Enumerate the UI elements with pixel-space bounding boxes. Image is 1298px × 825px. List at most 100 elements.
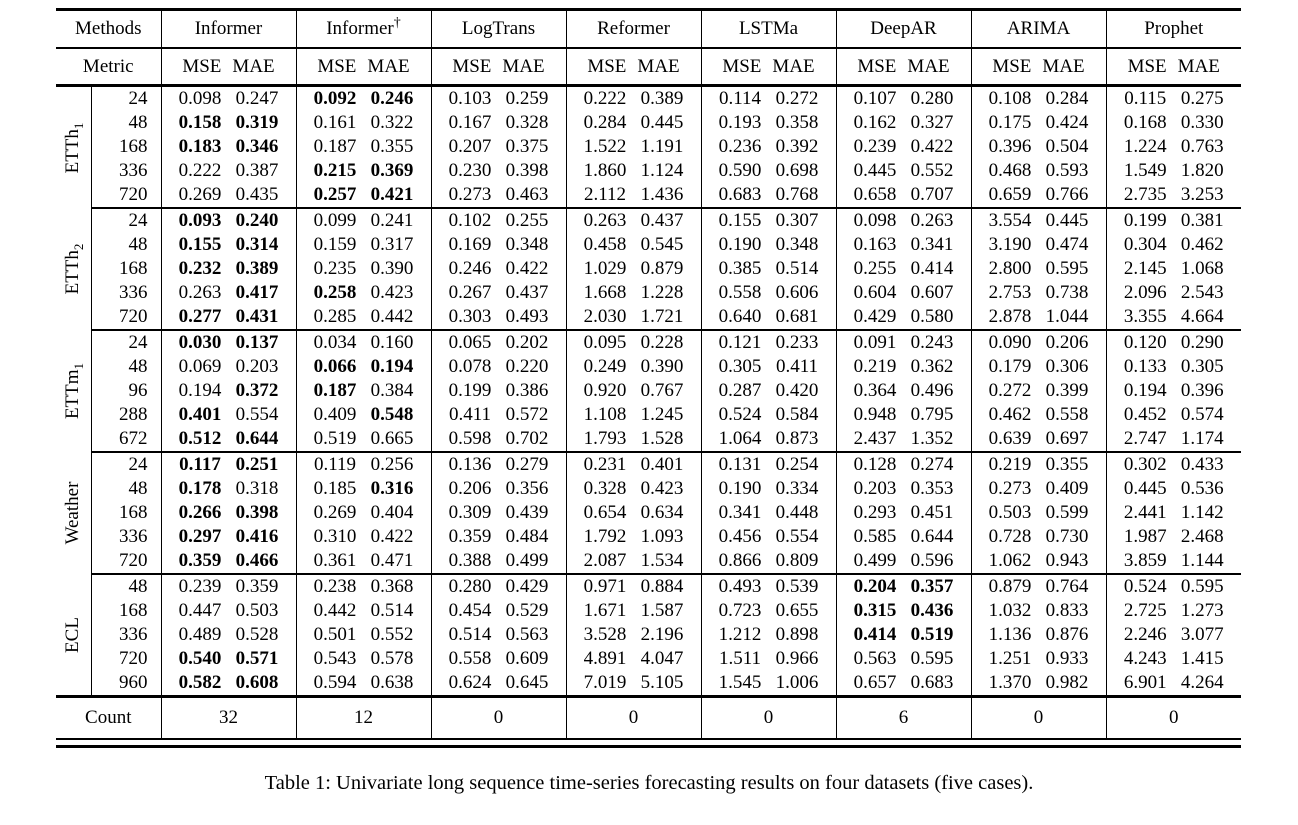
metric-values-cell: 0.594 0.638: [295, 671, 431, 698]
mse-mae-pair: 0.232 0.389: [162, 258, 296, 280]
table-caption: Table 1: Univariate long sequence time-s…: [264, 772, 1034, 794]
mse-value: 1.987: [1123, 526, 1167, 547]
mae-value: 1.415: [1180, 648, 1224, 669]
mse-value: 0.236: [718, 136, 762, 157]
mse-mae-pair: 1.136 0.876: [972, 624, 1106, 646]
mse-value: 0.131: [718, 454, 762, 475]
mse-value: 2.878: [988, 306, 1032, 327]
metric-name-mae: MAE: [772, 55, 815, 77]
mse-value: 0.238: [313, 576, 357, 597]
mse-value: 1.545: [718, 672, 762, 693]
method-name: Informer: [194, 18, 263, 39]
metric-values-cell: 0.866 0.809: [700, 549, 836, 575]
mae-value: 0.404: [370, 502, 414, 523]
metric-values-cell: 0.133 0.305: [1105, 355, 1241, 379]
mse-value: 0.489: [178, 624, 222, 645]
mse-mae-pair: 0.179 0.306: [972, 356, 1106, 378]
metric-values-cell: 0.462 0.558: [970, 403, 1106, 427]
metric-name-mae: MAE: [1042, 55, 1085, 77]
mse-value: 6.901: [1123, 672, 1167, 693]
mse-mae-pair: 0.187 0.355: [297, 136, 431, 158]
mse-mae-pair: 0.269 0.435: [162, 184, 296, 206]
mae-value: 0.372: [235, 380, 279, 401]
mae-value: 0.608: [235, 672, 279, 693]
mae-value: 0.768: [775, 184, 819, 205]
metric-header-row: Metric MSE MAE MSE MAE MSE MAE MSE MAE MSE MAE MSE M…: [56, 48, 1241, 87]
mse-mae-pair: 0.183 0.346: [162, 136, 296, 158]
metric-values-cell: 0.499 0.596: [835, 549, 971, 575]
mse-value: 0.136: [448, 454, 492, 475]
mae-value: 0.606: [775, 282, 819, 303]
mse-mae-pair: 0.255 0.414: [837, 258, 971, 280]
table-row: 48 0.155 0.314 0.159 0.317 0.169 0.348 0.458 0.5…: [56, 233, 1241, 257]
mse-mae-pair: 0.447 0.503: [162, 600, 296, 622]
mse-mae-pair: 0.639 0.697: [972, 428, 1106, 450]
mse-value: 0.304: [1123, 234, 1167, 255]
horizon-label: 168: [90, 501, 161, 525]
mae-value: 0.368: [370, 576, 414, 597]
mse-value: 1.671: [583, 600, 627, 621]
metric-values-cell: 0.162 0.327: [835, 111, 971, 135]
horizon-label: 48: [90, 355, 161, 379]
mse-value: 0.034: [313, 332, 357, 353]
metric-values-cell: 0.640 0.681: [700, 305, 836, 331]
table-row: ETTh2 24 0.093 0.240 0.099 0.241 0.102 0.255 0.2…: [56, 208, 1241, 294]
mae-value: 0.578: [370, 648, 414, 669]
metric-name-mse: MSE: [857, 55, 897, 77]
mse-mae-pair: 0.462 0.558: [972, 404, 1106, 426]
mse-mae-pair: 2.030 1.721: [567, 306, 701, 328]
mse-value: 0.269: [178, 184, 222, 205]
metric-values-cell: 0.277 0.431: [160, 305, 296, 331]
metric-values-cell: 0.493 0.539: [700, 574, 836, 599]
mae-value: 0.445: [1045, 210, 1089, 231]
mse-mae-pair: 0.034 0.160: [297, 332, 431, 354]
mse-value: 3.190: [988, 234, 1032, 255]
mae-value: 0.256: [370, 454, 414, 475]
horizon-label: 336: [90, 159, 161, 183]
mae-value: 0.280: [910, 88, 954, 109]
mse-mae-pair: 0.287 0.420: [702, 380, 836, 402]
metric-values-cell: 0.215 0.369: [295, 159, 431, 183]
metric-values-cell: 0.445 0.536: [1105, 477, 1241, 501]
mse-value: 0.396: [988, 136, 1032, 157]
mae-value: 0.254: [775, 454, 819, 475]
mse-mae-pair: 0.524 0.584: [702, 404, 836, 426]
mse-mae-pair: 0.514 0.563: [432, 624, 566, 646]
metric-values-cell: 0.263 0.437: [565, 208, 701, 233]
mse-value: 0.272: [988, 380, 1032, 401]
mse-value: 0.120: [1123, 332, 1167, 353]
metric-values-cell: 0.442 0.514: [295, 599, 431, 623]
mae-value: 0.137: [235, 332, 279, 353]
table-row: 720 0.359 0.466 0.361 0.471 0.388 0.499 2.087 1.…: [56, 549, 1241, 575]
metric-values-cell: 0.158 0.319: [160, 111, 296, 135]
mae-value: 0.348: [775, 234, 819, 255]
mse-mae-pair: 1.370 0.982: [972, 672, 1106, 694]
mae-value: 1.534: [640, 550, 684, 571]
mae-value: 0.356: [505, 478, 549, 499]
metric-values-cell: 0.458 0.545: [565, 233, 701, 257]
method-name: LogTrans: [461, 18, 536, 39]
mae-value: 1.528: [640, 428, 684, 449]
mae-value: 0.898: [775, 624, 819, 645]
metric-values-cell: 1.108 1.245: [565, 403, 701, 427]
mse-mae-pair: 0.458 0.545: [567, 234, 701, 256]
metric-values-cell: 0.203 0.353: [835, 477, 971, 501]
metric-values-cell: 0.624 0.645: [430, 671, 566, 698]
metric-values-cell: 0.604 0.607: [835, 281, 971, 305]
mae-value: 0.514: [370, 600, 414, 621]
horizon-label: 720: [90, 549, 161, 575]
mse-value: 1.251: [988, 648, 1032, 669]
metric-values-cell: 0.155 0.307: [700, 208, 836, 233]
mse-value: 0.590: [718, 160, 762, 181]
metric-values-cell: 2.441 1.142: [1105, 501, 1241, 525]
mse-value: 0.493: [718, 576, 762, 597]
mae-value: 0.982: [1045, 672, 1089, 693]
mse-mae-pair: 0.328 0.423: [567, 478, 701, 500]
mae-value: 0.334: [775, 478, 819, 499]
mse-value: 0.215: [313, 160, 357, 181]
table-row: 96 0.194 0.372 0.187 0.384 0.199 0.386 0.920 0.7…: [56, 379, 1241, 403]
horizon-label: 336: [90, 525, 161, 549]
mae-value: 0.327: [910, 112, 954, 133]
mse-value: 2.747: [1123, 428, 1167, 449]
table-row: Weather 24 0.117 0.251 0.119 0.256 0.136 0.279 0…: [56, 452, 1241, 544]
